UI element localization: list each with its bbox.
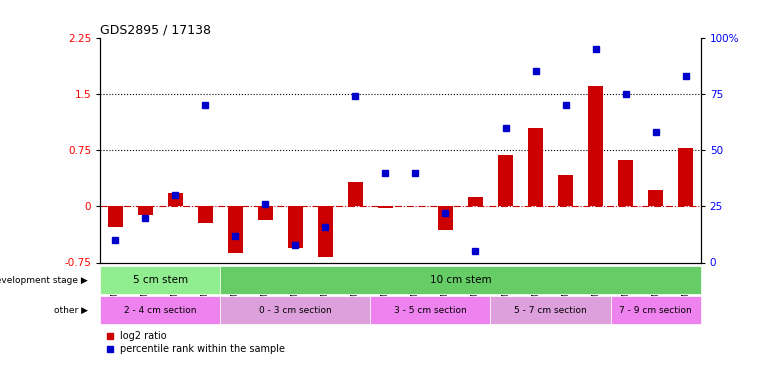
Bar <box>168 193 182 206</box>
Text: other ▶: other ▶ <box>54 306 88 315</box>
Bar <box>378 206 393 208</box>
Bar <box>678 148 693 206</box>
Bar <box>138 206 152 215</box>
Bar <box>258 206 273 220</box>
Bar <box>588 86 603 206</box>
Text: 5 - 7 cm section: 5 - 7 cm section <box>514 306 587 315</box>
Bar <box>618 160 633 206</box>
Bar <box>228 206 243 253</box>
Bar <box>288 206 303 248</box>
Legend: log2 ratio, percentile rank within the sample: log2 ratio, percentile rank within the s… <box>105 331 285 354</box>
Text: GDS2895 / 17138: GDS2895 / 17138 <box>100 23 211 36</box>
Bar <box>490 296 611 324</box>
Bar <box>611 296 701 324</box>
Bar <box>348 182 363 206</box>
Text: 10 cm stem: 10 cm stem <box>430 275 491 285</box>
Bar <box>100 266 220 294</box>
Text: 7 - 9 cm section: 7 - 9 cm section <box>619 306 692 315</box>
Bar <box>318 206 333 257</box>
Text: 2 - 4 cm section: 2 - 4 cm section <box>124 306 196 315</box>
Bar <box>198 206 213 223</box>
Bar <box>220 266 701 294</box>
Text: development stage ▶: development stage ▶ <box>0 276 88 285</box>
Bar <box>220 296 370 324</box>
Bar <box>498 155 513 206</box>
Bar <box>438 206 453 230</box>
Bar <box>370 296 490 324</box>
Text: 5 cm stem: 5 cm stem <box>132 275 188 285</box>
Bar <box>648 190 663 206</box>
Bar <box>108 206 122 227</box>
Bar <box>100 296 220 324</box>
Text: 0 - 3 cm section: 0 - 3 cm section <box>259 306 332 315</box>
Bar <box>468 197 483 206</box>
Text: 3 - 5 cm section: 3 - 5 cm section <box>394 306 467 315</box>
Bar <box>528 128 543 206</box>
Bar <box>558 175 573 206</box>
